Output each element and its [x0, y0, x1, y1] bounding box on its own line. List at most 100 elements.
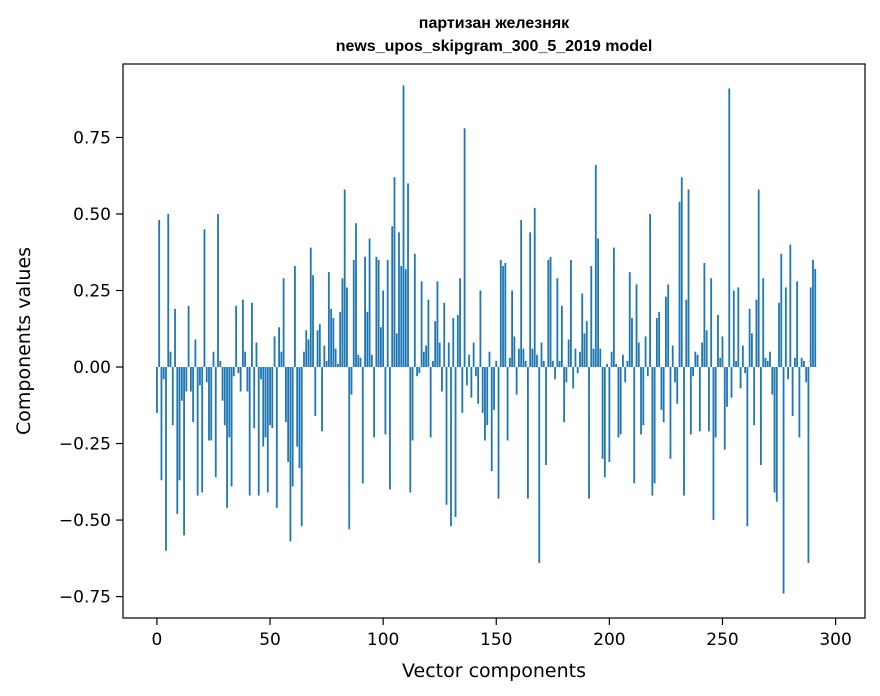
bar — [676, 367, 679, 404]
y-tick-label: 0.25 — [73, 281, 111, 301]
bar — [156, 367, 158, 413]
bar — [585, 321, 588, 368]
bar — [490, 367, 493, 472]
bar — [377, 259, 380, 368]
bar — [504, 262, 507, 368]
bar — [429, 367, 432, 438]
bar — [432, 360, 434, 368]
bar — [422, 351, 425, 368]
x-axis-label: Vector components — [402, 660, 586, 682]
bar — [271, 367, 274, 429]
bar — [217, 213, 219, 368]
bar — [461, 367, 464, 413]
bar — [778, 302, 780, 368]
bar — [359, 357, 362, 368]
bar — [355, 223, 357, 368]
bar — [475, 367, 477, 377]
bar — [637, 342, 640, 368]
bar — [289, 367, 292, 542]
bar — [773, 367, 776, 493]
bar — [793, 357, 796, 368]
x-tick-label: 50 — [259, 630, 281, 650]
bar — [631, 318, 633, 368]
bar — [508, 357, 511, 368]
bar — [221, 367, 224, 401]
bar — [196, 367, 199, 496]
bar — [669, 367, 672, 459]
bar — [400, 266, 403, 368]
bar — [527, 367, 529, 499]
bar — [180, 367, 183, 401]
bar — [434, 321, 437, 368]
bar — [214, 367, 217, 478]
bar — [710, 278, 713, 368]
x-tick-label: 200 — [593, 630, 625, 650]
bar — [379, 327, 382, 368]
bar — [730, 367, 733, 398]
bar — [309, 247, 312, 368]
bar — [545, 367, 547, 465]
bar — [592, 348, 595, 368]
bar — [484, 367, 486, 441]
bar — [542, 360, 545, 368]
bar — [287, 367, 290, 462]
bar — [549, 256, 552, 368]
bar — [167, 213, 170, 368]
bar — [646, 367, 649, 377]
bar — [246, 367, 249, 392]
bar — [533, 207, 536, 368]
bar — [784, 287, 787, 368]
bar — [361, 367, 364, 484]
bar — [384, 367, 387, 435]
bar — [323, 345, 326, 368]
bar — [300, 367, 303, 527]
bar — [450, 367, 452, 527]
bar — [477, 367, 480, 404]
bar — [312, 275, 314, 368]
y-tick-label: −0.50 — [59, 511, 111, 531]
bar — [373, 367, 376, 438]
bar — [608, 367, 611, 462]
bar — [364, 256, 366, 368]
bar — [316, 330, 319, 368]
bar — [617, 367, 620, 438]
bar — [551, 360, 554, 368]
bar — [689, 367, 692, 435]
bar — [665, 296, 667, 368]
bar — [812, 259, 814, 368]
bar — [343, 189, 346, 368]
bar-series — [156, 85, 817, 594]
bar — [210, 367, 213, 441]
bar — [787, 367, 789, 380]
bar — [766, 360, 769, 368]
bar — [192, 367, 195, 423]
bar — [174, 308, 176, 368]
bar — [178, 367, 181, 481]
bar — [445, 367, 448, 505]
bar — [386, 259, 389, 368]
y-tick-label: −0.25 — [59, 435, 111, 455]
bar — [705, 330, 708, 368]
bar — [703, 262, 706, 368]
bar — [284, 367, 287, 423]
bar — [701, 342, 704, 368]
bar — [671, 345, 674, 368]
bar — [398, 232, 400, 368]
bar — [610, 351, 613, 368]
x-tick-label: 0 — [152, 630, 163, 650]
bar — [235, 305, 238, 368]
bar — [601, 367, 604, 459]
bar — [538, 367, 541, 563]
plot-frame — [122, 63, 866, 619]
bar — [499, 259, 502, 368]
bar — [391, 226, 394, 368]
bar — [594, 165, 597, 368]
bar — [447, 342, 450, 368]
bar — [407, 183, 409, 368]
bar — [651, 367, 654, 496]
bar — [389, 367, 391, 490]
bar — [644, 336, 647, 368]
bar — [791, 367, 794, 416]
x-axis: 0 50 100 150 200 250 300 — [152, 618, 852, 650]
bar — [712, 367, 715, 521]
